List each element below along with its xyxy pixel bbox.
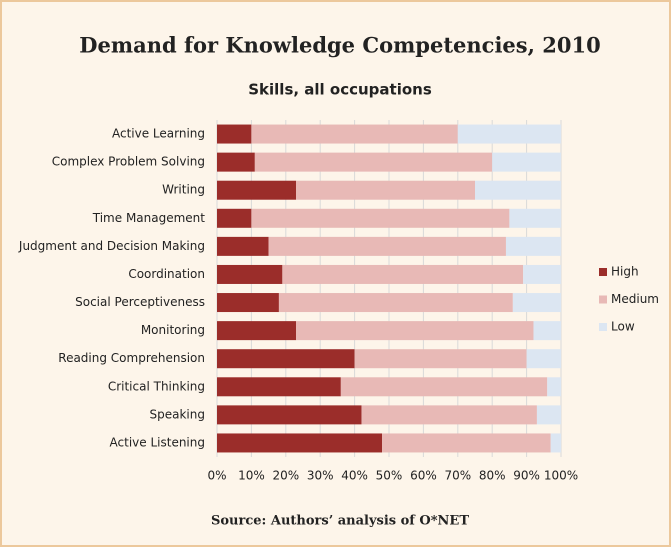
y-tick-label: Speaking — [150, 407, 205, 421]
chart-title: Demand for Knowledge Competencies, 2010 — [79, 33, 600, 58]
legend-swatch — [599, 268, 607, 276]
y-tick-label: Writing — [162, 183, 205, 197]
y-tick-label: Active Learning — [112, 127, 205, 141]
bar-segment — [382, 433, 551, 453]
bar-segment — [536, 405, 561, 425]
x-tick-label: 80% — [479, 469, 506, 483]
y-tick-label: Social Perceptiveness — [75, 295, 205, 309]
chart-subtitle: Skills, all occupations — [248, 81, 432, 99]
y-tick-label: Judgment and Decision Making — [18, 239, 205, 253]
bar-segment — [492, 152, 561, 172]
bar-segment — [217, 152, 255, 172]
bar-segment — [217, 433, 383, 453]
bar-segment — [217, 124, 252, 144]
bar-segment — [217, 208, 252, 228]
legend-label: Medium — [611, 292, 659, 306]
x-tick-label: 50% — [376, 469, 403, 483]
bar-segment — [547, 377, 561, 397]
bar-segment — [251, 124, 458, 144]
bar-segment — [509, 208, 561, 228]
bar-segment — [217, 377, 341, 397]
x-tick-label: 10% — [238, 469, 265, 483]
bar-segment — [282, 264, 524, 284]
legend-swatch — [599, 323, 607, 331]
bar-segment — [340, 377, 548, 397]
bar-segment — [217, 264, 283, 284]
bar-segment — [254, 152, 493, 172]
y-tick-label: Time Management — [92, 211, 206, 225]
bar-segment — [512, 293, 561, 313]
bar-segment — [533, 321, 561, 341]
bar-segment — [217, 321, 297, 341]
bar-segment — [526, 349, 561, 369]
bar-segment — [523, 264, 561, 284]
bar-segment — [457, 124, 561, 144]
y-tick-label: Complex Problem Solving — [52, 155, 205, 169]
bar-segment — [361, 405, 537, 425]
bar-segment — [217, 293, 279, 313]
y-tick-label: Monitoring — [141, 323, 205, 337]
y-tick-label: Active Listening — [110, 435, 205, 449]
source-note: Source: Authors’ analysis of O*NET — [211, 514, 469, 529]
bar-segment — [354, 349, 527, 369]
bar-segment — [268, 236, 506, 256]
bar-segment — [251, 208, 510, 228]
x-tick-label: 30% — [307, 469, 334, 483]
x-tick-label: 70% — [444, 469, 471, 483]
y-tick-label: Reading Comprehension — [58, 351, 205, 365]
bar-segment — [278, 293, 513, 313]
legend-label: Low — [611, 320, 635, 334]
x-tick-label: 90% — [513, 469, 540, 483]
y-tick-label: Critical Thinking — [108, 379, 205, 393]
bar-segment — [217, 236, 269, 256]
bar-segment — [475, 180, 561, 200]
bar-segment — [217, 405, 362, 425]
bar-segment — [296, 180, 475, 200]
bar-segment — [550, 433, 561, 453]
x-tick-label: 60% — [410, 469, 437, 483]
x-tick-label: 20% — [272, 469, 299, 483]
x-tick-label: 40% — [341, 469, 368, 483]
bar-segment — [217, 180, 297, 200]
legend-label: High — [611, 265, 639, 279]
bar-segment — [217, 349, 355, 369]
y-tick-label: Coordination — [128, 267, 205, 281]
legend-swatch — [599, 295, 607, 304]
x-tick-label: 0% — [207, 469, 226, 483]
x-tick-label: 100% — [544, 469, 578, 483]
bar-segment — [296, 321, 534, 341]
bar-segment — [505, 236, 561, 256]
